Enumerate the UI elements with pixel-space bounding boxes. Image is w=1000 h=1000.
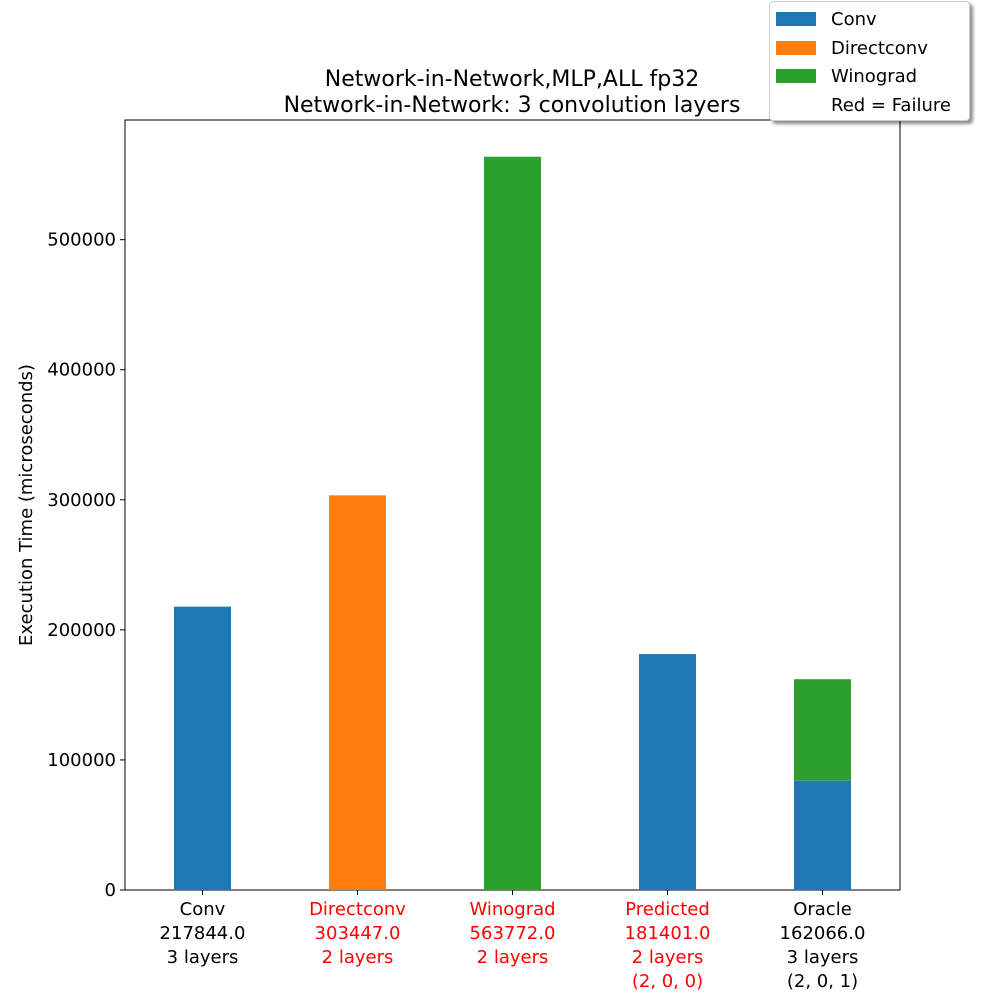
- y-tick-label: 100000: [47, 750, 116, 771]
- y-tick-label: 500000: [47, 230, 116, 251]
- x-tick-label: Predicted: [625, 899, 710, 920]
- x-tick-label: 217844.0: [160, 923, 246, 944]
- x-tick-label: 2 layers: [477, 947, 549, 968]
- x-tick-label: (2, 0, 0): [632, 971, 703, 992]
- legend-label: Winograd: [831, 65, 918, 87]
- legend-item-winograd: Winograd: [770, 64, 917, 88]
- bar-winograd: [484, 156, 541, 891]
- x-tick-label: 181401.0: [625, 923, 711, 944]
- x-tick-label: 563772.0: [470, 923, 556, 944]
- legend-label: Red = Failure: [831, 94, 951, 116]
- chart-title: Network-in-Network,MLP,ALL fp32: [325, 67, 699, 92]
- bar-directconv: [329, 495, 386, 890]
- x-tick-label: 2 layers: [632, 947, 704, 968]
- y-tick-label: 400000: [47, 360, 116, 381]
- x-tick-label: (2, 0, 1): [787, 971, 858, 992]
- x-tick-label: 303447.0: [315, 923, 401, 944]
- legend-label: Directconv: [831, 37, 928, 59]
- y-axis-label: Execution Time (microseconds): [16, 364, 37, 646]
- legend-item-directconv: Directconv: [770, 36, 928, 60]
- x-tick-label: Oracle: [793, 899, 852, 920]
- legend-label: Conv: [831, 8, 877, 30]
- bar-conv: [174, 606, 231, 890]
- x-tick-label: 3 layers: [167, 947, 239, 968]
- bar-winograd: [794, 679, 851, 781]
- x-tick-label: Directconv: [309, 899, 406, 920]
- legend-swatch-winograd: [776, 69, 816, 83]
- legend: Conv Directconv Winograd Red = Failure: [769, 1, 970, 121]
- legend-item-conv: Conv: [770, 7, 877, 31]
- x-tick-label: Conv: [180, 899, 226, 920]
- legend-item-failure-note: Red = Failure: [770, 93, 951, 117]
- y-tick-label: 200000: [47, 620, 116, 641]
- x-tick-label: Winograd: [469, 899, 555, 920]
- legend-swatch-directconv: [776, 41, 816, 55]
- x-tick-label: 2 layers: [322, 947, 394, 968]
- x-tick-label: 162066.0: [780, 923, 866, 944]
- x-tick-label: 3 layers: [787, 947, 859, 968]
- bar-conv: [794, 780, 851, 890]
- y-tick-label: 300000: [47, 490, 116, 511]
- chart-subtitle: Network-in-Network: 3 convolution layers: [284, 93, 741, 118]
- bar-conv: [639, 654, 696, 890]
- y-tick-label: 0: [105, 880, 116, 901]
- legend-swatch-empty: [776, 98, 816, 112]
- legend-swatch-conv: [776, 12, 816, 26]
